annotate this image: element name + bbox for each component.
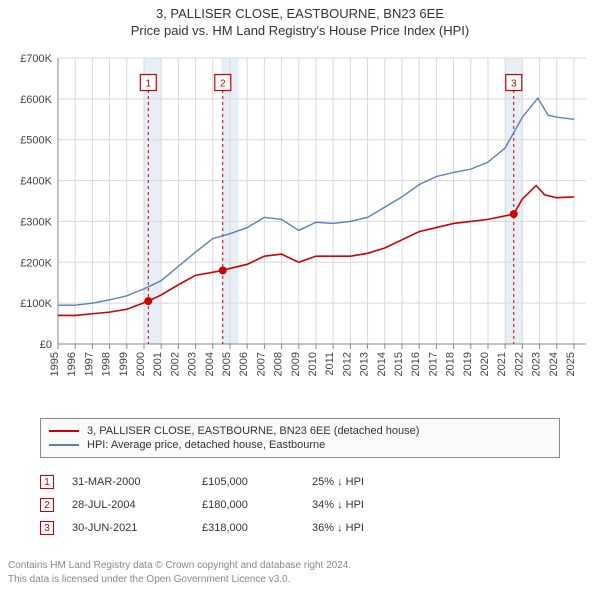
svg-text:2015: 2015: [393, 352, 405, 376]
svg-text:2011: 2011: [324, 352, 336, 376]
svg-text:2012: 2012: [341, 352, 353, 376]
legend-swatch: [49, 444, 79, 446]
sale-price: £318,000: [202, 522, 312, 534]
price-chart: £0 £100K £200K £300K £400K £500K £600K £700K 199…: [8, 48, 592, 408]
title-address: 3, PALLISER CLOSE, EASTBOURNE, BN23 6EE: [0, 6, 600, 21]
svg-text:1: 1: [146, 79, 152, 90]
title-subtitle: Price paid vs. HM Land Registry's House …: [0, 23, 600, 38]
svg-text:2025: 2025: [565, 352, 577, 376]
svg-text:2019: 2019: [462, 352, 474, 376]
svg-text:2020: 2020: [479, 352, 491, 376]
legend-label: HPI: Average price, detached house, East…: [87, 439, 325, 451]
svg-text:2016: 2016: [410, 352, 422, 376]
svg-text:2007: 2007: [255, 352, 267, 376]
attribution: Contains HM Land Registry data © Crown c…: [8, 559, 351, 586]
sales-table: 1 31-MAR-2000 £105,000 25% ↓ HPI 2 28-JU…: [40, 466, 560, 544]
svg-text:2014: 2014: [376, 352, 388, 376]
sale-marker-1: 1: [40, 475, 54, 489]
svg-text:2000: 2000: [135, 352, 147, 376]
svg-text:2024: 2024: [548, 352, 560, 376]
svg-text:2013: 2013: [359, 352, 371, 376]
sale-date: 30-JUN-2021: [72, 522, 202, 534]
svg-text:£0: £0: [40, 339, 52, 351]
svg-text:2003: 2003: [187, 352, 199, 376]
sale-price: £105,000: [202, 476, 312, 488]
svg-text:£200K: £200K: [20, 257, 52, 269]
attribution-line2: This data is licensed under the Open Gov…: [8, 573, 351, 587]
sale-price: £180,000: [202, 499, 312, 511]
table-row: 2 28-JUL-2004 £180,000 34% ↓ HPI: [40, 498, 560, 512]
svg-text:1995: 1995: [49, 352, 61, 376]
svg-text:2017: 2017: [427, 352, 439, 376]
svg-text:£700K: £700K: [20, 53, 52, 65]
svg-text:1999: 1999: [118, 352, 130, 376]
legend-label: 3, PALLISER CLOSE, EASTBOURNE, BN23 6EE …: [87, 425, 419, 437]
svg-text:2002: 2002: [169, 352, 181, 376]
svg-text:2004: 2004: [204, 352, 216, 376]
sale-marker-3: 3: [40, 521, 54, 535]
svg-text:1996: 1996: [66, 352, 78, 376]
sale-diff: 34% ↓ HPI: [312, 499, 422, 511]
sale-date: 31-MAR-2000: [72, 476, 202, 488]
svg-text:2006: 2006: [238, 352, 250, 376]
legend-swatch: [49, 430, 79, 432]
svg-text:£600K: £600K: [20, 94, 52, 106]
svg-text:2021: 2021: [496, 352, 508, 376]
legend-item-hpi: HPI: Average price, detached house, East…: [49, 439, 551, 451]
svg-text:£500K: £500K: [20, 135, 52, 147]
sale-diff: 36% ↓ HPI: [312, 522, 422, 534]
table-row: 1 31-MAR-2000 £105,000 25% ↓ HPI: [40, 475, 560, 489]
chart-title-block: 3, PALLISER CLOSE, EASTBOURNE, BN23 6EE …: [0, 0, 600, 38]
svg-text:2: 2: [220, 79, 226, 90]
svg-text:2010: 2010: [307, 352, 319, 376]
svg-text:2009: 2009: [290, 352, 302, 376]
svg-text:2005: 2005: [221, 352, 233, 376]
sale-marker-2: 2: [40, 498, 54, 512]
svg-text:2001: 2001: [152, 352, 164, 376]
legend-item-price-paid: 3, PALLISER CLOSE, EASTBOURNE, BN23 6EE …: [49, 425, 551, 437]
legend: 3, PALLISER CLOSE, EASTBOURNE, BN23 6EE …: [40, 418, 560, 458]
svg-text:1997: 1997: [83, 352, 95, 376]
svg-text:1998: 1998: [101, 352, 113, 376]
svg-text:2023: 2023: [531, 352, 543, 376]
chart-container: £0 £100K £200K £300K £400K £500K £600K £700K 199…: [8, 48, 592, 408]
svg-text:2018: 2018: [445, 352, 457, 376]
svg-text:2008: 2008: [273, 352, 285, 376]
svg-text:£400K: £400K: [20, 176, 52, 188]
svg-text:£300K: £300K: [20, 216, 52, 228]
table-row: 3 30-JUN-2021 £318,000 36% ↓ HPI: [40, 521, 560, 535]
svg-text:£100K: £100K: [20, 298, 52, 310]
svg-text:2022: 2022: [513, 352, 525, 376]
attribution-line1: Contains HM Land Registry data © Crown c…: [8, 559, 351, 573]
sale-date: 28-JUL-2004: [72, 499, 202, 511]
svg-text:3: 3: [511, 79, 517, 90]
sale-diff: 25% ↓ HPI: [312, 476, 422, 488]
